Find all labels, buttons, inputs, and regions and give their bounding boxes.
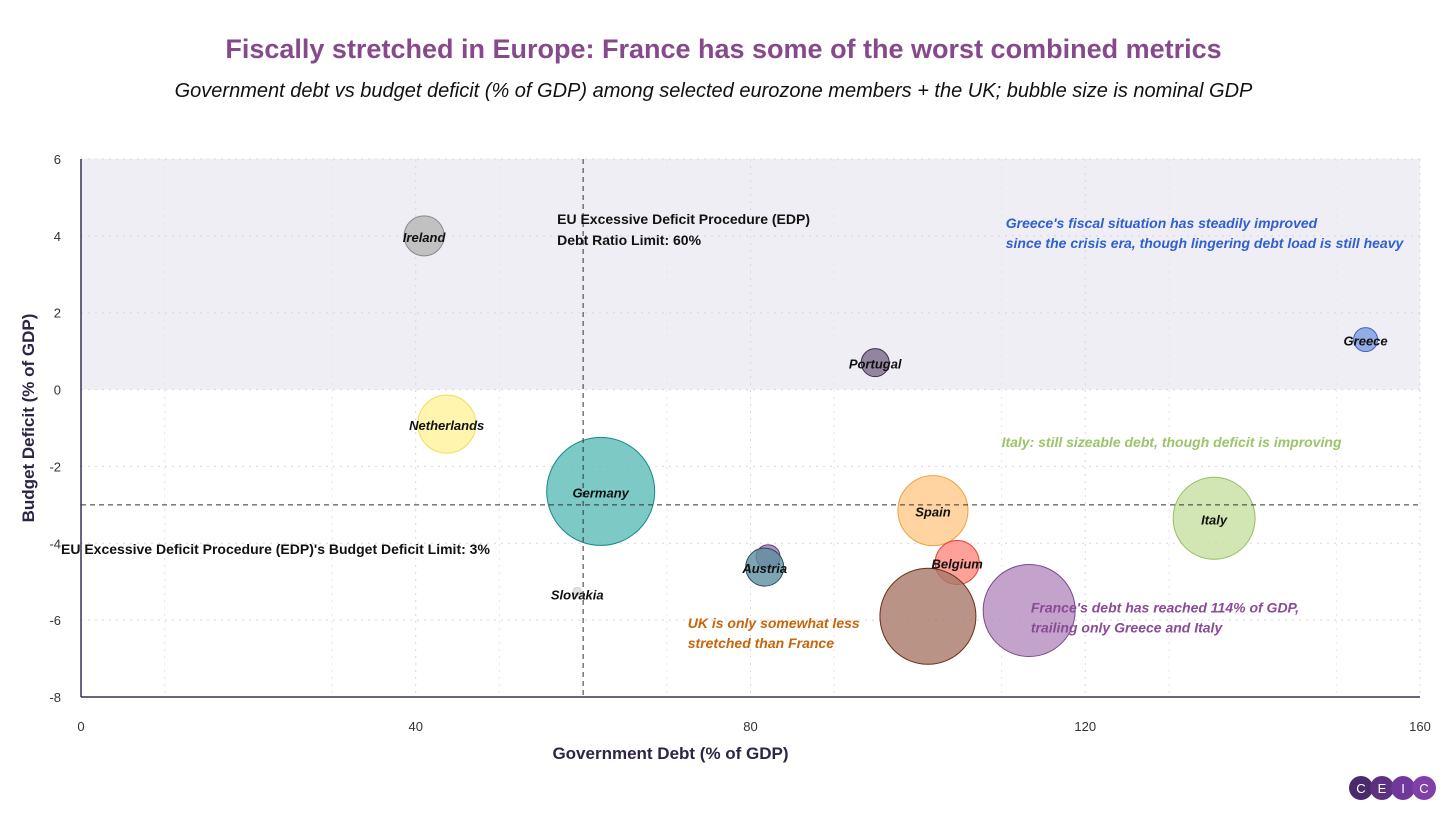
x-tick-label: 160 bbox=[1409, 719, 1431, 734]
chart-subtitle: Government debt vs budget deficit (% of … bbox=[174, 80, 1253, 102]
y-tick-label: -4 bbox=[49, 536, 61, 551]
bubble-label: Germany bbox=[573, 485, 630, 500]
y-tick-label: -6 bbox=[49, 613, 61, 628]
annotation: since the crisis era, though lingering d… bbox=[1006, 235, 1405, 251]
y-tick-label: 0 bbox=[54, 383, 61, 398]
bubble bbox=[572, 586, 582, 596]
bubble-label: Slovakia bbox=[551, 587, 604, 602]
bubble bbox=[860, 348, 890, 378]
bubble-label: Italy bbox=[1201, 512, 1228, 527]
bubble-label: Spain bbox=[915, 505, 950, 520]
bubble-label: Greece bbox=[1344, 334, 1388, 349]
annotation: Greece's fiscal situation has steadily i… bbox=[1006, 215, 1318, 231]
bubble bbox=[745, 547, 785, 587]
x-axis-label: Government Debt (% of GDP) bbox=[552, 744, 788, 763]
annotation: France's debt has reached 114% of GDP, bbox=[1031, 599, 1299, 615]
logo-letter: E bbox=[1370, 776, 1394, 800]
annotation: Italy: still sizeable debt, though defic… bbox=[1002, 434, 1342, 450]
bubble bbox=[403, 215, 445, 257]
debt-limit-label: Debt Ratio Limit: 60% bbox=[557, 232, 701, 248]
bubble bbox=[897, 475, 969, 547]
bubble-label: Austria bbox=[741, 561, 787, 576]
x-tick-label: 0 bbox=[77, 719, 84, 734]
annotation: UK is only somewhat less bbox=[688, 615, 860, 631]
y-tick-label: 2 bbox=[54, 306, 61, 321]
annotation: trailing only Greece and Italy bbox=[1031, 619, 1224, 635]
x-tick-label: 80 bbox=[743, 719, 757, 734]
bubble bbox=[546, 436, 656, 546]
y-tick-label: -8 bbox=[49, 690, 61, 705]
y-tick-label: 6 bbox=[54, 152, 61, 167]
x-tick-label: 120 bbox=[1074, 719, 1096, 734]
bubble bbox=[879, 567, 977, 665]
bubble-label: Portugal bbox=[849, 357, 902, 372]
bubble bbox=[417, 394, 477, 454]
bubble bbox=[982, 564, 1076, 658]
bubble bbox=[1353, 327, 1379, 353]
logo-letter: C bbox=[1412, 776, 1436, 800]
bubble-label: Netherlands bbox=[409, 418, 484, 433]
y-tick-label: 4 bbox=[54, 229, 61, 244]
y-tick-label: -2 bbox=[49, 459, 61, 474]
x-tick-label: 40 bbox=[409, 719, 423, 734]
bubble-label: Belgium bbox=[932, 557, 984, 572]
logo-letter: C bbox=[1349, 776, 1373, 800]
deficit-limit-label: EU Excessive Deficit Procedure (EDP)'s B… bbox=[61, 541, 490, 557]
shaded-region bbox=[81, 159, 1420, 390]
logo-letter: I bbox=[1391, 776, 1415, 800]
y-axis-label: Budget Deficit (% of GDP) bbox=[19, 314, 38, 523]
chart-title: Fiscally stretched in Europe: France has… bbox=[225, 34, 1222, 64]
debt-limit-label: EU Excessive Deficit Procedure (EDP) bbox=[557, 211, 810, 227]
bubble bbox=[1172, 476, 1256, 560]
bubble-label: Ireland bbox=[403, 230, 447, 245]
annotation: stretched than France bbox=[688, 635, 834, 651]
